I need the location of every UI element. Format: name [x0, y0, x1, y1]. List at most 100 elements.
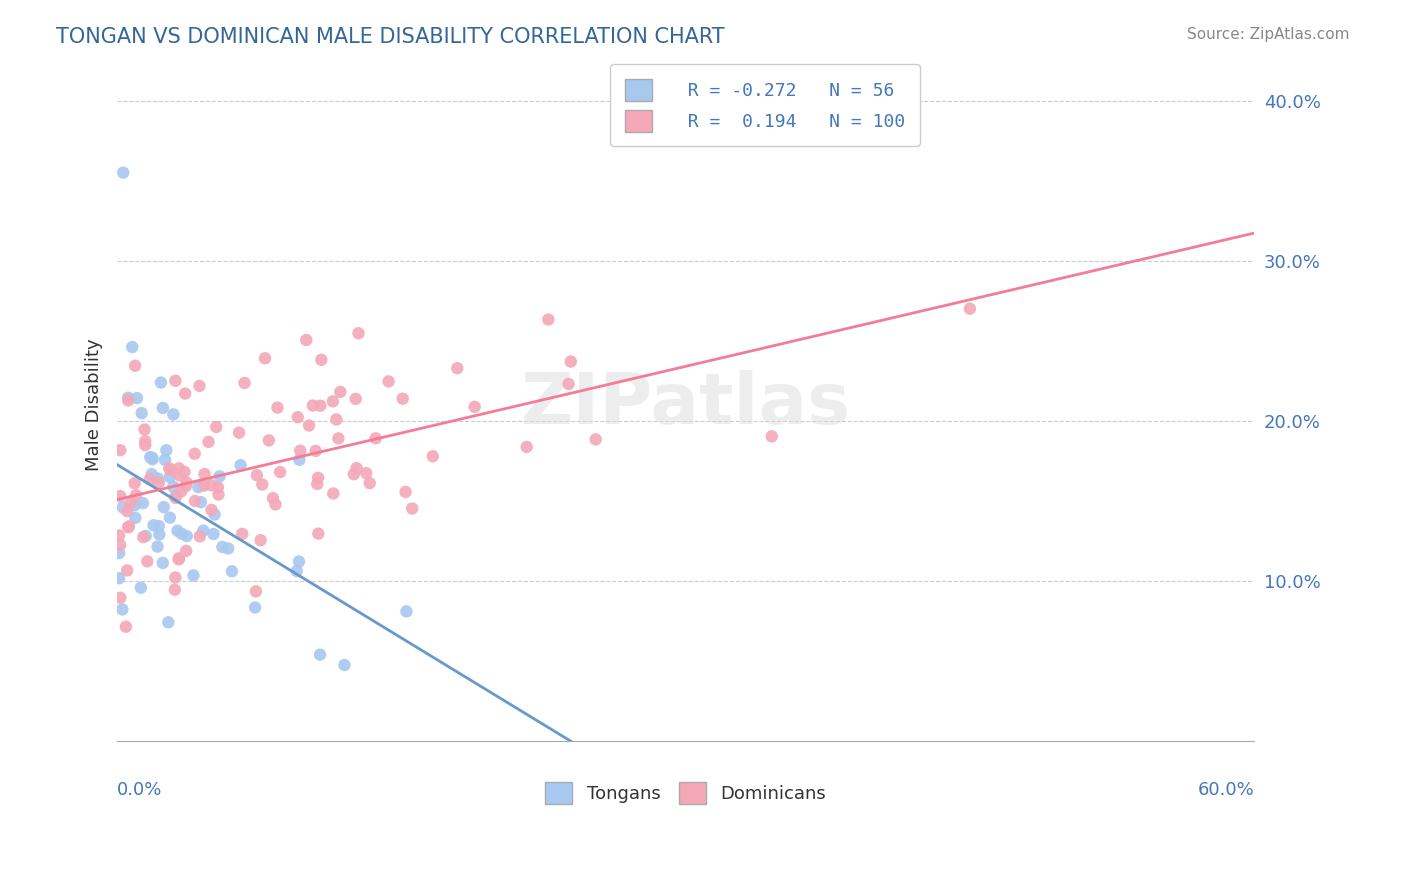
Point: [166, 524, 188, 538]
Point: [174, 386, 197, 401]
Point: [125, 391, 148, 405]
Point: [585, 433, 607, 447]
Point: [129, 581, 152, 595]
Point: [163, 582, 186, 597]
Point: [159, 470, 181, 484]
Point: [395, 604, 418, 618]
Point: [422, 450, 444, 464]
Point: [170, 526, 193, 541]
Point: [176, 529, 198, 543]
Point: [266, 401, 288, 415]
Point: [446, 361, 468, 376]
Text: ZIPatlas: ZIPatlas: [520, 370, 851, 440]
Point: [325, 412, 347, 426]
Point: [231, 527, 253, 541]
Point: [160, 463, 183, 477]
Point: [108, 538, 131, 552]
Point: [228, 425, 250, 440]
Point: [146, 540, 169, 554]
Point: [253, 351, 276, 366]
Point: [290, 443, 312, 458]
Point: [343, 467, 366, 482]
Point: [333, 658, 356, 673]
Point: [537, 312, 560, 326]
Point: [148, 475, 170, 490]
Point: [193, 467, 215, 481]
Point: [205, 420, 228, 434]
Point: [125, 488, 148, 502]
Point: [229, 458, 252, 473]
Point: [322, 486, 344, 500]
Point: [359, 476, 381, 491]
Point: [162, 480, 184, 494]
Point: [309, 399, 332, 413]
Point: [329, 384, 352, 399]
Point: [110, 591, 132, 605]
Point: [141, 467, 163, 482]
Point: [149, 376, 172, 390]
Point: [354, 466, 377, 480]
Point: [108, 528, 131, 542]
Point: [132, 496, 155, 510]
Point: [134, 434, 156, 449]
Point: [124, 511, 146, 525]
Point: [211, 540, 233, 554]
Legend: Tongans, Dominicans: Tongans, Dominicans: [536, 772, 835, 813]
Point: [135, 529, 157, 543]
Point: [121, 340, 143, 354]
Point: [287, 410, 309, 425]
Point: [162, 408, 184, 422]
Point: [377, 375, 399, 389]
Point: [165, 489, 187, 503]
Y-axis label: Male Disability: Male Disability: [86, 339, 103, 471]
Point: [184, 494, 207, 508]
Point: [167, 552, 190, 566]
Point: [288, 555, 311, 569]
Point: [108, 546, 131, 560]
Text: 60.0%: 60.0%: [1198, 781, 1254, 799]
Point: [187, 480, 209, 494]
Point: [157, 615, 180, 630]
Point: [157, 461, 180, 475]
Point: [167, 461, 190, 475]
Point: [257, 434, 280, 448]
Point: [165, 491, 187, 505]
Point: [285, 564, 308, 578]
Point: [207, 480, 229, 494]
Point: [193, 524, 215, 538]
Point: [208, 469, 231, 483]
Point: [200, 503, 222, 517]
Point: [207, 487, 229, 501]
Point: [401, 501, 423, 516]
Point: [193, 478, 215, 492]
Point: [136, 554, 159, 568]
Point: [111, 602, 134, 616]
Point: [124, 476, 146, 491]
Point: [188, 379, 211, 393]
Point: [148, 527, 170, 541]
Point: [262, 491, 284, 505]
Point: [141, 452, 163, 467]
Point: [134, 423, 156, 437]
Point: [110, 443, 132, 458]
Text: Source: ZipAtlas.com: Source: ZipAtlas.com: [1187, 27, 1350, 42]
Point: [138, 472, 160, 486]
Point: [309, 648, 332, 662]
Point: [288, 452, 311, 467]
Point: [394, 484, 416, 499]
Point: [252, 477, 274, 491]
Point: [464, 400, 486, 414]
Point: [115, 504, 138, 518]
Point: [202, 527, 225, 541]
Point: [221, 564, 243, 578]
Point: [112, 166, 135, 180]
Point: [115, 620, 138, 634]
Point: [249, 533, 271, 548]
Point: [165, 570, 187, 584]
Point: [108, 489, 131, 503]
Point: [516, 440, 538, 454]
Point: [204, 508, 226, 522]
Point: [117, 391, 139, 405]
Point: [159, 510, 181, 524]
Point: [197, 434, 219, 449]
